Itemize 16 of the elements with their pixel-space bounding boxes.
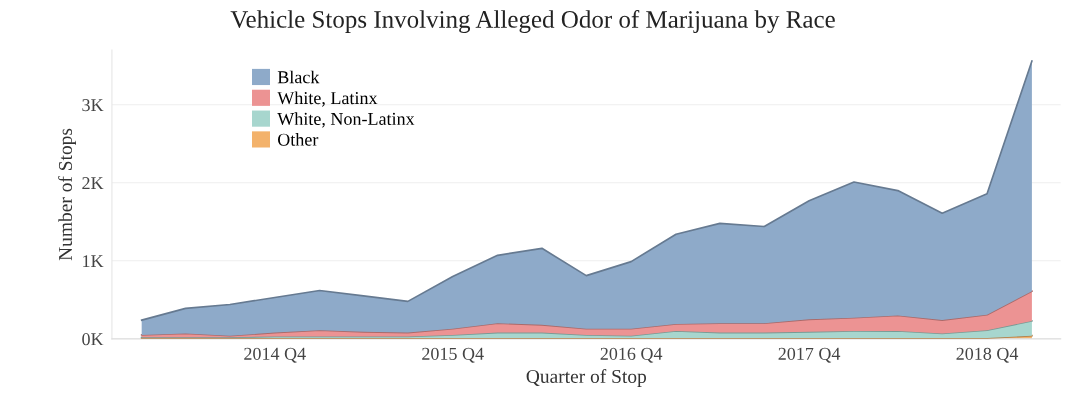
legend-label: White, Latinx bbox=[277, 91, 378, 107]
legend-label: Black bbox=[277, 70, 320, 84]
chart-title: Vehicle Stops Involving Alleged Odor of Marijuana by Race bbox=[230, 10, 835, 34]
y-tick-label: 0K bbox=[82, 333, 104, 346]
x-tick-label: 2016 Q4 bbox=[600, 347, 663, 363]
legend-label: Other bbox=[278, 133, 319, 146]
x-tick-label: 2017 Q4 bbox=[778, 347, 841, 363]
x-axis-title: Quarter of Stop bbox=[526, 369, 647, 387]
x-tick-label: 2015 Q4 bbox=[422, 347, 484, 363]
legend-label: White, Non-Latinx bbox=[277, 112, 415, 128]
x-tick-label: 2014 Q4 bbox=[244, 347, 306, 363]
y-tick-label: 2K bbox=[82, 177, 104, 190]
y-tick-label: 3K bbox=[82, 99, 104, 112]
y-tick-label: 1K bbox=[83, 255, 104, 268]
y-axis-title: Number of Stops bbox=[58, 128, 76, 261]
x-tick-label: 2018 Q4 bbox=[956, 347, 1019, 363]
